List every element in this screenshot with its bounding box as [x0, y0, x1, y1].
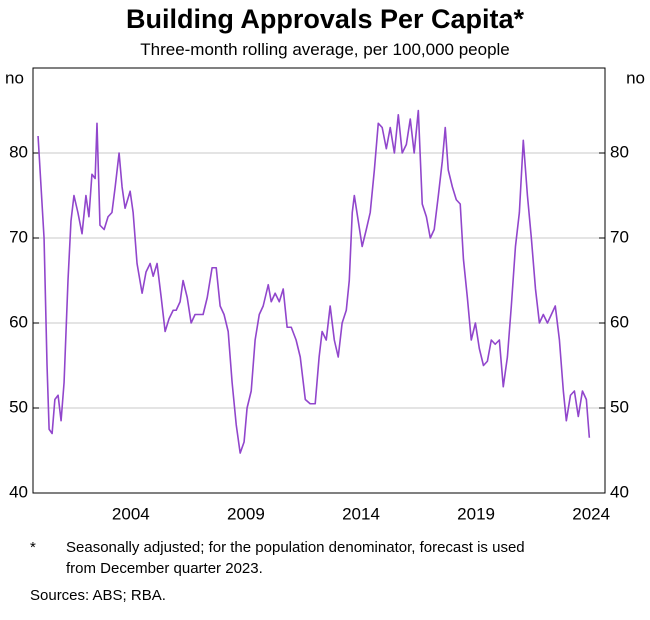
footnote: Seasonally adjusted; for the population … — [66, 539, 525, 556]
y-tick-label: 80 — [610, 142, 629, 161]
y-tick-label: 40 — [9, 482, 28, 501]
x-tick-label: 2019 — [457, 504, 495, 523]
y-tick-label: 80 — [9, 142, 28, 161]
y-unit-label: no — [5, 68, 24, 87]
y-tick-label: 50 — [9, 397, 28, 416]
source: Sources: ABS; RBA. — [30, 587, 166, 604]
chart-title: Building Approvals Per Capita* — [126, 4, 525, 34]
y-tick-label: 70 — [9, 227, 28, 246]
x-tick-label: 2014 — [342, 504, 380, 523]
y-unit-label: no — [626, 68, 645, 87]
footnote: from December quarter 2023. — [66, 560, 263, 577]
y-tick-label: 70 — [610, 227, 629, 246]
x-tick-label: 2004 — [112, 504, 150, 523]
y-tick-label: 40 — [610, 482, 629, 501]
chart-subtitle: Three-month rolling average, per 100,000… — [140, 40, 510, 59]
line-series — [37, 109, 591, 454]
footnote-marker: * — [30, 539, 36, 556]
y-tick-label: 50 — [610, 397, 629, 416]
y-tick-label: 60 — [9, 312, 28, 331]
x-tick-label: 2009 — [227, 504, 265, 523]
y-tick-label: 60 — [610, 312, 629, 331]
plot-frame — [32, 67, 606, 494]
x-tick-label: 2024 — [572, 504, 610, 523]
